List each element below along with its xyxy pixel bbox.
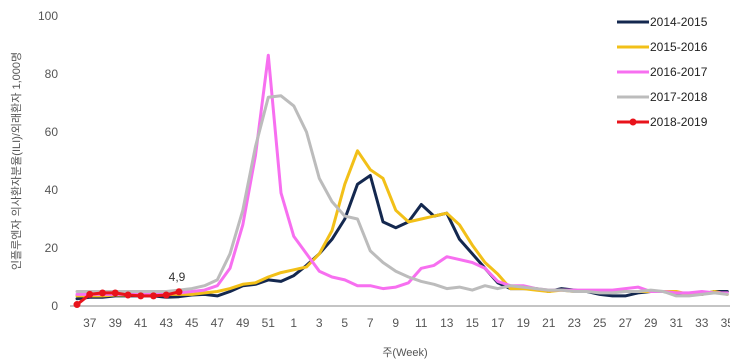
y-axis-label: 인플루엔자 의사환자분율(ILI)/외래환자 1,000명 [10, 52, 23, 270]
x-tick-label: 49 [236, 316, 250, 330]
x-tick-label: 37 [83, 316, 97, 330]
data-point-2018-2019 [111, 289, 119, 297]
y-tick-label: 40 [45, 183, 59, 197]
x-tick-label: 29 [644, 316, 658, 330]
data-point-2018-2019 [124, 291, 132, 299]
x-tick-label: 9 [392, 316, 399, 330]
x-tick-label: 25 [593, 316, 607, 330]
x-tick-label: 23 [568, 316, 582, 330]
y-tick-label: 0 [51, 299, 58, 313]
x-tick-label: 35 [721, 316, 730, 330]
x-tick-label: 11 [415, 316, 428, 330]
legend: 2014-2015 2015-2016 2016-2017 2017-2018 2018… [617, 15, 708, 129]
series-line-2016-2017 [75, 53, 729, 296]
legend-label: 2017-2018 [650, 90, 708, 104]
legend-label: 2016-2017 [650, 65, 708, 79]
data-point-2018-2019 [73, 301, 81, 309]
legend-label: 2014-2015 [650, 15, 708, 29]
x-tick-label: 45 [185, 316, 199, 330]
x-tick-label: 15 [466, 316, 480, 330]
data-point-2018-2019 [137, 292, 145, 300]
data-point-2018-2019 [150, 292, 157, 300]
y-tick-label: 60 [45, 125, 59, 139]
data-point-2018-2019 [162, 291, 170, 299]
legend-marker [629, 118, 637, 126]
x-tick-label: 7 [367, 316, 374, 330]
x-tick-label: 31 [670, 316, 684, 330]
y-tick-label: 100 [38, 9, 58, 23]
x-tick-label: 21 [542, 316, 556, 330]
data-point-2018-2019 [86, 290, 94, 298]
x-tick-label: 1 [290, 316, 297, 330]
x-tick-label: 27 [619, 316, 633, 330]
x-axis-ticks: 37 39 41 43 45 47 49 51 1 3 5 7 9 11 13 15 17 19 21 23 25 27 2… [83, 316, 730, 330]
legend-label: 2015-2016 [650, 40, 708, 54]
x-tick-label: 5 [341, 316, 348, 330]
x-tick-label: 3 [316, 316, 323, 330]
y-tick-label: 80 [45, 67, 59, 81]
y-axis-ticks: 0 20 40 60 80 100 [38, 9, 58, 313]
x-tick-label: 19 [517, 316, 531, 330]
legend-label: 2018-2019 [650, 115, 708, 129]
x-tick-label: 51 [262, 316, 276, 330]
data-point-2018-2019 [175, 288, 183, 296]
series-line-2017-2018 [75, 94, 729, 298]
annotation-label: 4,9 [169, 270, 186, 284]
x-tick-label: 17 [491, 316, 505, 330]
x-tick-label: 13 [440, 316, 454, 330]
x-tick-label: 47 [211, 316, 225, 330]
x-tick-label: 33 [695, 316, 709, 330]
x-tick-label: 39 [109, 316, 123, 330]
x-tick-label: 41 [134, 316, 148, 330]
x-tick-label: 43 [160, 316, 174, 330]
x-axis-label: 주(Week) [382, 347, 427, 359]
series-layer [73, 53, 729, 309]
data-point-2018-2019 [99, 289, 106, 297]
y-tick-label: 20 [45, 241, 59, 255]
